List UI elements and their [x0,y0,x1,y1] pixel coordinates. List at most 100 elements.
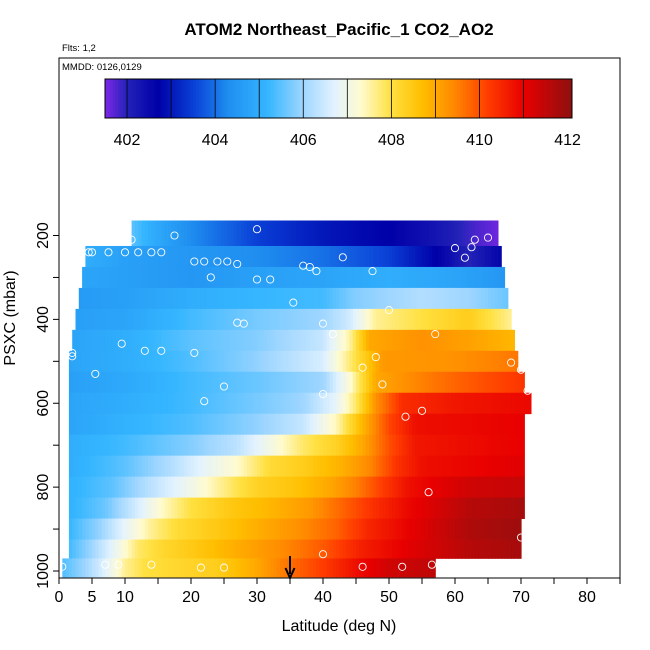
curtain-cell [101,392,106,415]
curtain-cell [68,497,73,519]
curtain-cell [349,476,354,499]
curtain-cell [181,539,185,559]
curtain-cell [224,350,228,373]
curtain-cell [164,329,169,352]
curtain-cell [164,434,169,457]
curtain-cell [448,245,453,268]
curtain-cell [230,434,235,457]
curtain-cell [299,308,304,331]
colorbar-segment [364,79,368,118]
colorbar-segment [348,79,352,118]
curtain-cell [134,329,139,352]
curtain-cell [316,371,321,394]
curtain-cell [161,287,166,310]
curtain-cell [257,558,261,578]
curtain-cell [121,455,126,478]
curtain-cell [138,329,143,352]
curtain-cell [204,350,209,373]
curtain-cell [240,329,245,352]
curtain-cell [227,413,232,436]
curtain-heatmap [62,220,532,578]
curtain-cell [200,539,205,559]
curtain-cell [405,392,410,415]
curtain-cell [88,413,93,436]
curtain-cell [507,497,512,519]
curtain-cell [405,350,410,373]
curtain-cell [501,329,506,352]
curtain-cell [233,245,238,268]
curtain-cell [253,287,258,310]
curtain-cell [148,518,152,540]
curtain-cell [270,308,275,331]
curtain-cell [78,558,83,578]
curtain-cell [131,266,136,289]
curtain-cell [497,518,502,540]
curtain-cell [365,476,370,499]
curtain-cell [164,558,169,578]
curtain-cell [92,497,96,519]
colorbar-segment [442,79,446,118]
curtain-cell [286,539,291,559]
curtain-cell [392,392,397,415]
curtain-cell [428,392,433,415]
curtain-cell [266,266,271,289]
curtain-cell [488,413,492,436]
curtain-cell [336,476,341,499]
curtain-cell [455,220,459,247]
curtain-cell [240,220,245,247]
curtain-cell [481,371,486,394]
curtain-cell [468,539,473,559]
curtain-cell [200,350,205,373]
curtain-cell [154,434,159,457]
curtain-cell [144,539,149,559]
curtain-cell [118,497,123,519]
curtain-cell [92,266,96,289]
curtain-cell [197,434,202,457]
curtain-cell [111,266,116,289]
curtain-cell [494,329,499,352]
colorbar-segment [162,79,166,118]
curtain-cell [398,371,403,394]
colorbar-segment [418,79,423,118]
curtain-cell [395,329,400,352]
curtain-cell [306,434,311,457]
curtain-cell [455,413,459,436]
curtain-cell [293,392,298,415]
curtain-cell [461,266,466,289]
curtain-cell [299,539,304,559]
x-tick-label: 5 [88,589,97,606]
curtain-cell [233,287,238,310]
curtain-cell [243,308,248,331]
curtain-cell [286,266,291,289]
curtain-cell [125,476,129,499]
curtain-cell [174,371,179,394]
curtain-cell [504,308,509,331]
curtain-cell [395,413,400,436]
curtain-cell [167,413,172,436]
curtain-cell [82,558,86,578]
curtain-cell [197,413,202,436]
curtain-cell [435,266,440,289]
curtain-cell [402,497,407,519]
curtain-cell [118,350,123,373]
curtain-cell [240,287,245,310]
curtain-cell [405,287,410,310]
curtain-cell [346,329,350,352]
curtain-cell [237,245,242,268]
curtain-cell [224,434,228,457]
curtain-cell [270,497,275,519]
curtain-cell [230,266,235,289]
curtain-cell [405,371,410,394]
curtain-cell [92,558,96,578]
curtain-cell [517,539,522,559]
curtain-cell [346,266,350,289]
curtain-cell [425,476,430,499]
colorbar-segment [346,79,350,118]
curtain-cell [227,476,232,499]
curtain-cell [521,455,525,478]
curtain-cell [293,266,298,289]
curtain-cell [138,308,143,331]
curtain-cell [131,287,136,310]
colorbar-segment [304,79,308,118]
curtain-cell [418,350,423,373]
